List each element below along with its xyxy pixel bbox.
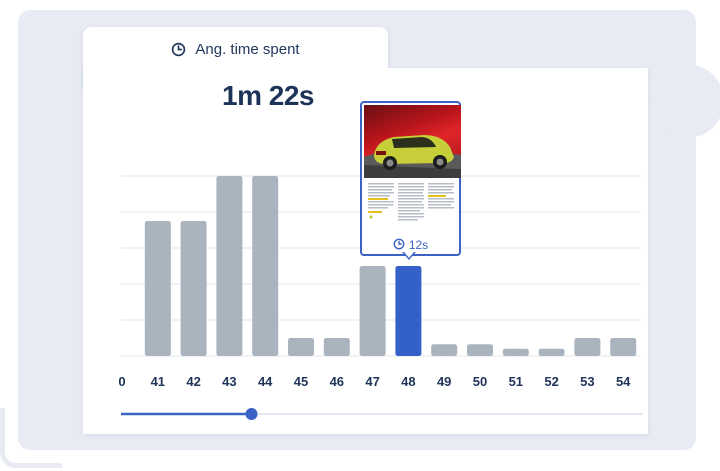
x-tick-label: 49 [437,374,451,389]
x-tick-label: 44 [258,374,273,389]
x-tick-label: 43 [222,374,236,389]
bar-47[interactable] [359,266,386,356]
bar-50[interactable] [467,344,493,356]
bar-42[interactable] [180,221,207,356]
tooltip-time-value: 12s [408,238,429,252]
x-tick-label: 51 [509,374,523,389]
corner-decoration [0,408,62,468]
bar-54[interactable] [610,338,637,356]
bar-46[interactable] [323,338,350,356]
backdrop-decoration [650,64,720,138]
slider-handle[interactable] [245,408,258,420]
x-tick-label: 0 [118,374,125,389]
x-tick-label: 45 [294,374,308,389]
bar-41[interactable] [144,221,171,356]
bar-53[interactable] [574,338,601,356]
x-tick-label: 53 [580,374,594,389]
bar-48[interactable] [395,266,422,356]
x-tick-label: 48 [401,374,415,389]
bar-49[interactable] [431,344,458,356]
x-tick-label: 54 [616,374,631,389]
clock-icon [171,42,186,57]
page-thumbnail [364,105,461,178]
x-tick-label: 41 [151,374,165,389]
x-tick-label: 46 [330,374,344,389]
page-tooltip: 12s [360,101,461,256]
x-tick-label: 52 [544,374,558,389]
bar-51[interactable] [502,348,529,356]
page-text-preview [368,183,454,221]
x-tick-label: 47 [365,374,379,389]
bar-45[interactable] [288,338,314,356]
x-tick-label: 42 [186,374,200,389]
bar-43[interactable] [216,176,243,356]
bar-52[interactable] [538,348,565,356]
x-tick-label: 50 [473,374,487,389]
metric-tab-title: Ang. time spent [195,40,300,58]
bar-44[interactable] [252,176,279,356]
summary-value: 1m 22s [222,80,314,111]
clock-icon [393,238,405,253]
